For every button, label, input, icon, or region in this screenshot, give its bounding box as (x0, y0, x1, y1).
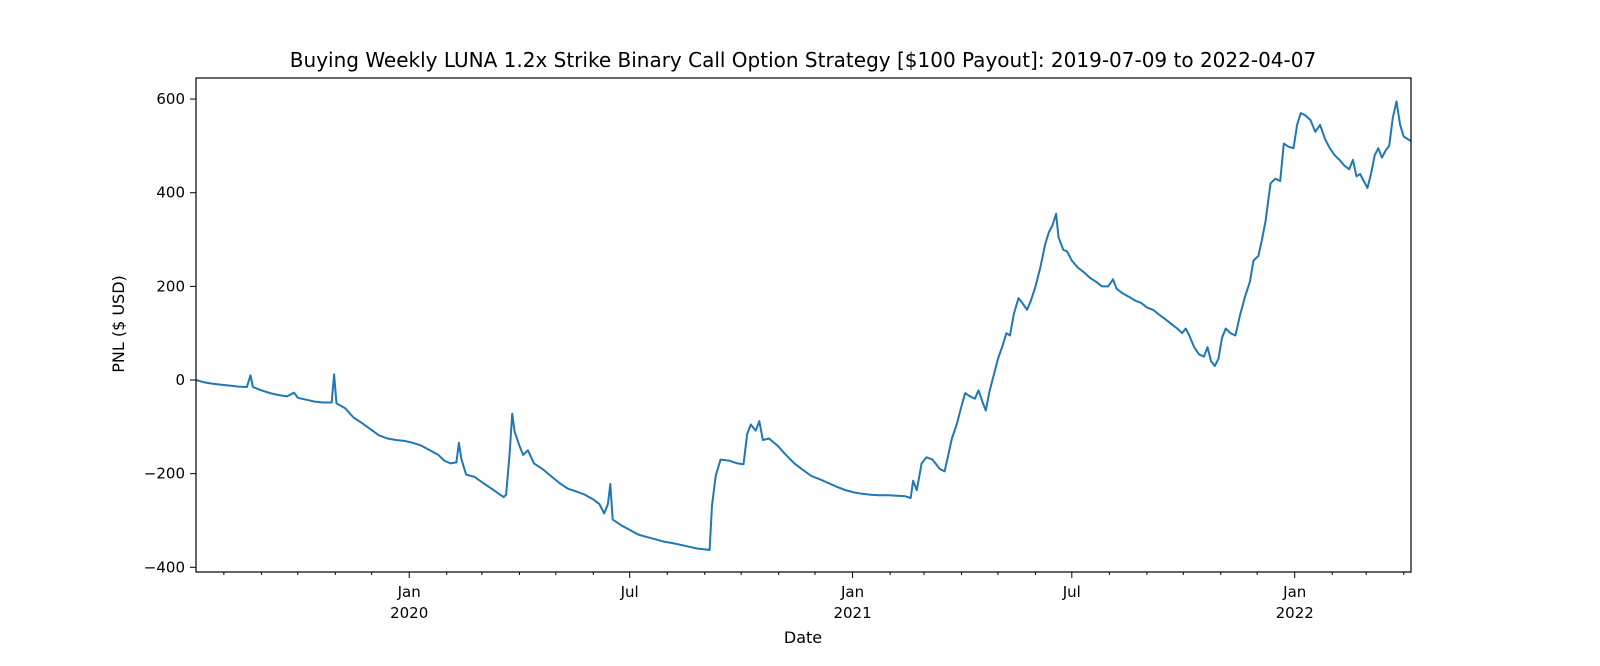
x-tick-label: Jan (397, 583, 421, 601)
x-axis-label: Date (784, 628, 822, 647)
x-tick-label: Jul (620, 583, 639, 601)
y-tick-label: 400 (156, 184, 185, 202)
x-tick-year-label: 2022 (1276, 604, 1314, 622)
x-tick-label: Jul (1062, 583, 1081, 601)
chart-title: Buying Weekly LUNA 1.2x Strike Binary Ca… (290, 48, 1316, 72)
y-tick-label: −400 (144, 558, 185, 576)
y-tick-label: −200 (144, 465, 185, 483)
axis-ticks: −400 −200 0 200 400 600 Jan 2020 Jul Jan 2021 Jul Ja… (144, 90, 1405, 622)
series-layer (195, 100, 1412, 551)
y-tick-label: 600 (156, 90, 185, 108)
x-tick-year-label: 2020 (390, 604, 428, 622)
series-line-0 (195, 100, 1412, 551)
y-axis-label: PNL ($ USD) (109, 275, 128, 373)
plot-frame (195, 77, 1412, 573)
x-tick-label: Jan (840, 583, 864, 601)
x-tick-label: Jan (1282, 583, 1306, 601)
y-tick-label: 0 (175, 371, 185, 389)
y-tick-label: 200 (156, 277, 185, 295)
x-tick-year-label: 2021 (833, 604, 871, 622)
